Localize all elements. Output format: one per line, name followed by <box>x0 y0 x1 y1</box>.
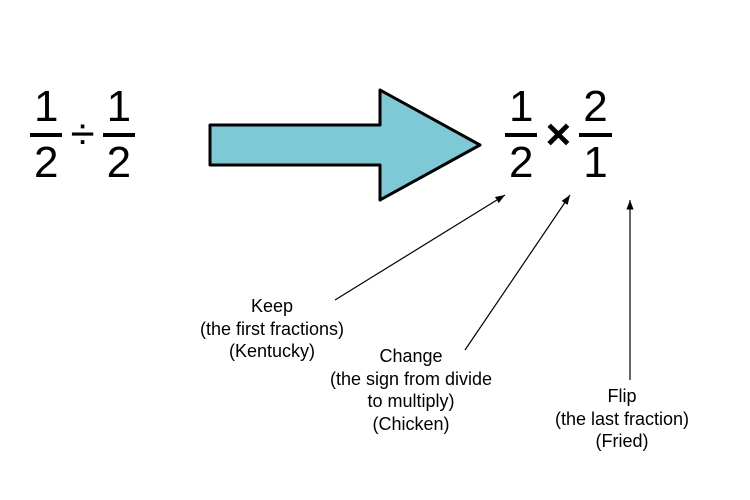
annot-line: to multiply) <box>330 390 492 413</box>
annot-line: Keep <box>200 295 344 318</box>
annotation-flip: Flip (the last fraction) (Fried) <box>555 385 689 453</box>
annot-line: (the sign from divide <box>330 368 492 391</box>
annot-line: (Fried) <box>555 430 689 453</box>
annot-line: (the first fractions) <box>200 318 344 341</box>
annotation-change: Change (the sign from divide to multiply… <box>330 345 492 435</box>
callout-arrow-change <box>465 195 570 350</box>
annot-line: (Kentucky) <box>200 340 344 363</box>
diagram-stage: 1 2 ÷ 1 2 1 2 × 2 1 <box>0 0 750 500</box>
annot-line: (the last fraction) <box>555 408 689 431</box>
annot-line: Change <box>330 345 492 368</box>
annot-line: (Chicken) <box>330 413 492 436</box>
callout-arrow-keep <box>335 195 505 300</box>
annot-line: Flip <box>555 385 689 408</box>
annotation-keep: Keep (the first fractions) (Kentucky) <box>200 295 344 363</box>
